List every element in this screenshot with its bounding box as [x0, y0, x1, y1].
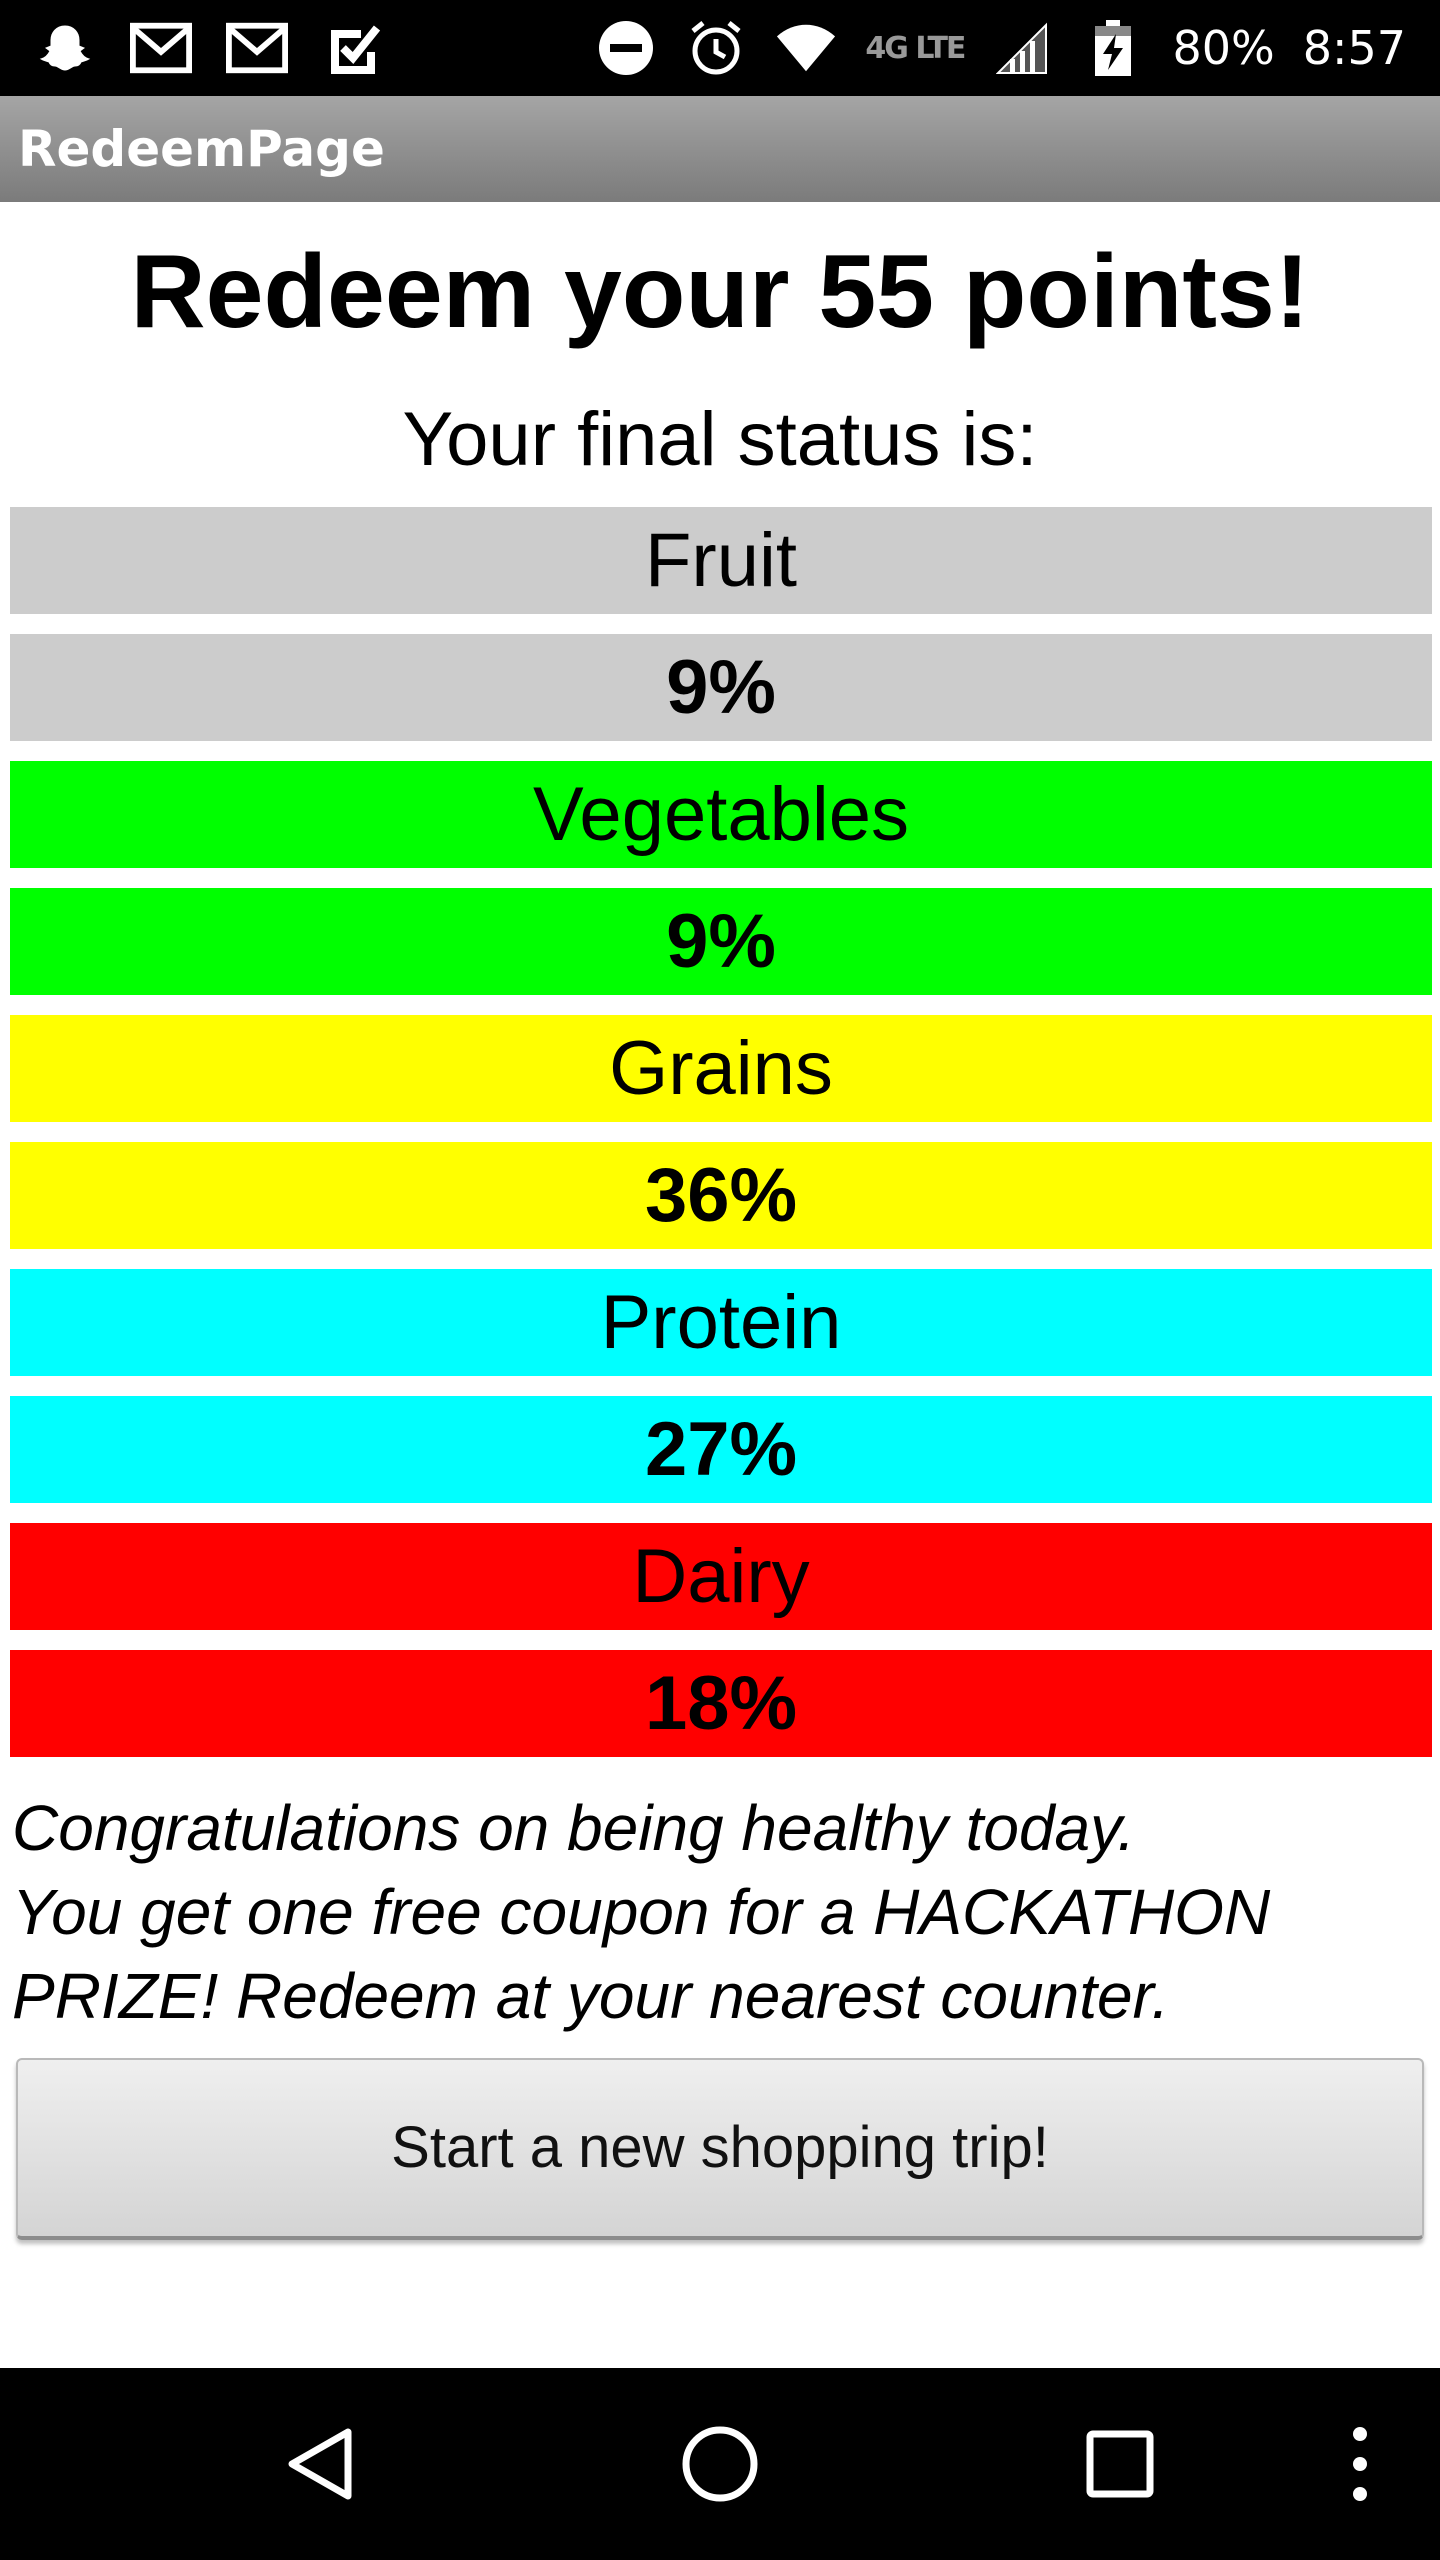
recents-icon[interactable] — [1080, 2424, 1160, 2504]
network-type: 4G LTE — [865, 30, 966, 66]
back-icon[interactable] — [280, 2424, 360, 2504]
notification-icons — [34, 18, 384, 78]
overflow-menu-icon[interactable] — [1320, 2424, 1400, 2504]
system-status-icons: 4G LTE 80% 8:57 — [595, 18, 1406, 78]
clock: 8:57 — [1302, 21, 1406, 75]
grains-label: Grains — [10, 1015, 1432, 1122]
vegetables-label: Vegetables — [10, 761, 1432, 868]
gmail-icon — [226, 18, 288, 78]
message-line: PRIZE! Redeem at your nearest counter. — [12, 1960, 1170, 2032]
message-line: You get one free coupon for a HACKATHON — [12, 1876, 1271, 1948]
navigation-bar — [0, 2368, 1440, 2560]
protein-label: Protein — [10, 1269, 1432, 1376]
vegetables-percent: 9% — [10, 888, 1432, 995]
task-check-icon — [322, 18, 384, 78]
new-shopping-trip-button[interactable]: Start a new shopping trip! — [16, 2058, 1424, 2240]
home-icon[interactable] — [680, 2424, 760, 2504]
do-not-disturb-icon — [595, 18, 657, 78]
status-subtitle: Your final status is: — [402, 397, 1038, 482]
action-bar: RedeemPage — [0, 96, 1440, 202]
grains-percent: 36% — [10, 1142, 1432, 1249]
app-title: RedeemPage — [18, 120, 385, 178]
message-line: Congratulations on being healthy today. — [12, 1792, 1136, 1864]
dairy-percent: 18% — [10, 1650, 1432, 1757]
gmail-icon — [130, 18, 192, 78]
fruit-percent: 9% — [10, 634, 1432, 741]
alarm-icon — [685, 18, 747, 78]
signal-icon — [992, 18, 1054, 78]
fruit-label: Fruit — [10, 507, 1432, 614]
battery-charging-icon — [1082, 18, 1144, 78]
battery-level: 80% — [1172, 21, 1275, 75]
protein-percent: 27% — [10, 1396, 1432, 1503]
wifi-icon — [775, 18, 837, 78]
congratulations-message: Congratulations on being healthy today. … — [12, 1786, 1432, 2038]
page-title: Redeem your 55 points! — [130, 234, 1310, 350]
status-bar: 4G LTE 80% 8:57 — [0, 0, 1440, 96]
food-status-list: Fruit 9% Vegetables 9% Grains 36% Protei… — [10, 507, 1432, 1777]
snapchat-ghost-icon — [34, 18, 96, 78]
dairy-label: Dairy — [10, 1523, 1432, 1630]
